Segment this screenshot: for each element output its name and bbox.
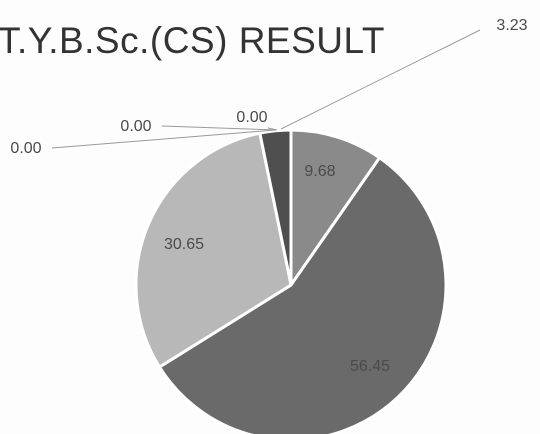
data-label: 30.65 (164, 236, 204, 253)
pie-slice (157, 155, 448, 434)
data-label: 9.68 (304, 163, 335, 180)
pie-slice (289, 128, 382, 290)
leader-line (51, 129, 276, 149)
pie-slice (134, 131, 293, 370)
chart-title: T.Y.B.Sc.(CS) RESULT (0, 20, 385, 61)
leader-line (280, 29, 481, 130)
data-label: 0.00 (120, 118, 151, 135)
leader-line (161, 125, 277, 131)
data-label: 56.45 (350, 358, 390, 375)
data-label: 3.23 (496, 17, 527, 34)
data-label: 0.00 (10, 140, 41, 157)
data-label: 0.00 (236, 109, 267, 126)
